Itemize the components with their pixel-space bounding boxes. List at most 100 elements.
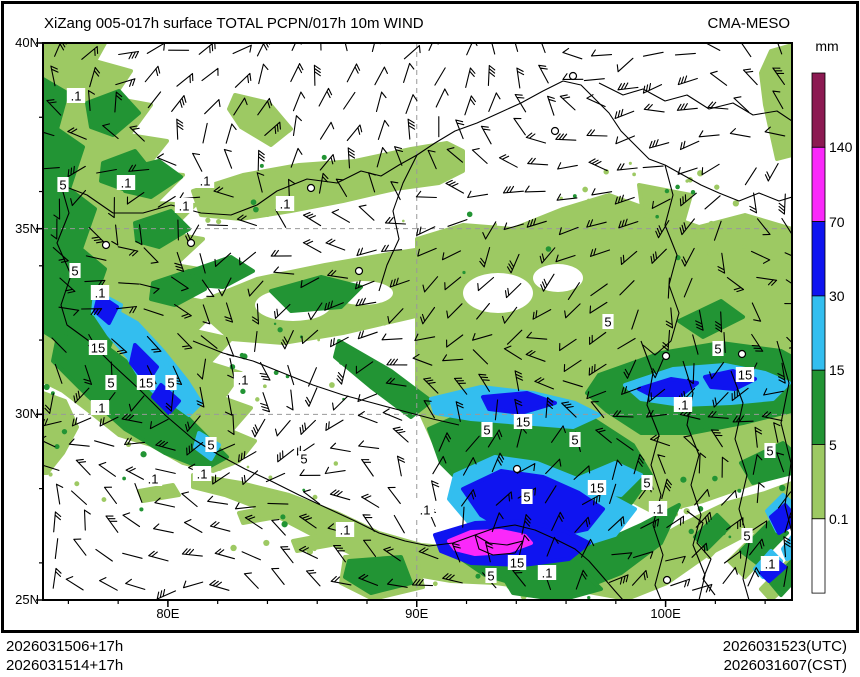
precip-region-dark — [343, 555, 413, 595]
legend-swatch — [811, 295, 826, 371]
contour-label-box — [90, 285, 110, 300]
map-border-line — [640, 340, 664, 600]
footer-init-time-utc: 2026031506+17h — [6, 638, 124, 655]
contour-label-box — [764, 443, 776, 458]
contour-label-box — [174, 198, 194, 213]
precip-speckle — [679, 506, 683, 510]
map-border-line — [60, 80, 792, 216]
contour-label: .1 — [542, 566, 553, 581]
precip-speckle — [732, 200, 739, 207]
legend-label-70: 70 — [829, 213, 845, 230]
precip-speckle — [122, 476, 126, 481]
precip-speckle — [277, 327, 283, 333]
contour-label-box — [569, 432, 581, 447]
calm-wind-circle — [186, 238, 196, 248]
precip-speckle — [675, 184, 680, 190]
precip-speckle — [312, 546, 317, 552]
precip-speckle — [259, 163, 264, 168]
contour-label: 5 — [766, 444, 773, 459]
map-border-line — [474, 534, 524, 556]
precip-speckle — [688, 528, 694, 535]
contour-label: .1 — [200, 174, 211, 189]
legend-swatch — [811, 221, 826, 297]
precip-speckle — [779, 484, 786, 492]
legend-label-0.1: 0.1 — [829, 510, 849, 527]
precip-speckle — [587, 596, 591, 600]
precip-region-dark — [99, 149, 153, 191]
precip-speckle — [230, 544, 237, 552]
contour-label: 15 — [510, 556, 524, 571]
precip-region-dark — [693, 513, 731, 551]
precip-speckle — [240, 388, 246, 395]
precip-speckle — [628, 161, 632, 165]
precip-speckle — [707, 251, 711, 256]
contour-label-box — [57, 177, 69, 192]
contour-label-box — [648, 501, 668, 516]
contour-label: 5 — [167, 376, 174, 391]
calm-wind-circle — [737, 349, 747, 359]
precip-speckle — [475, 243, 481, 249]
y-axis-label-40N: 40N — [15, 35, 39, 50]
axis-ticks — [36, 42, 766, 607]
map-border-line — [686, 510, 716, 596]
contour-label: 15 — [738, 368, 752, 383]
precip-speckle — [61, 428, 68, 435]
contour-label-box — [275, 196, 295, 211]
contour-label: 5 — [487, 569, 494, 584]
legend-label-140: 140 — [829, 139, 853, 156]
legend-colorbar — [811, 72, 826, 594]
x-axis-label-90E: 90E — [405, 606, 429, 621]
precip-speckle — [545, 246, 552, 252]
precip-region-dark — [677, 299, 745, 339]
contour-label-box — [415, 502, 435, 517]
precip-speckle — [281, 521, 288, 528]
precip-region-dark — [269, 275, 363, 313]
contour-label: .1 — [653, 502, 664, 517]
contour-label: .1 — [179, 199, 190, 214]
precip-speckle — [263, 539, 270, 547]
precip-speckle — [737, 488, 742, 493]
contour-label-box — [537, 565, 557, 580]
legend-swatch — [811, 72, 826, 148]
precip-speckle — [302, 488, 306, 492]
contour-label-box — [760, 556, 780, 571]
contour-label: .1 — [340, 523, 351, 538]
contour-label: .1 — [238, 373, 249, 388]
precip-speckle — [680, 234, 685, 239]
y-axis-label-35N: 35N — [15, 220, 39, 236]
contour-label-box — [143, 471, 163, 486]
contour-label: .1 — [95, 286, 106, 301]
precip-speckle — [312, 494, 318, 500]
precip-speckle — [329, 382, 335, 388]
precip-region-dark — [499, 567, 603, 600]
x-axis-label-80E: 80E — [156, 606, 180, 621]
contour-label: .1 — [95, 401, 106, 416]
precip-speckle — [462, 270, 466, 275]
precip-speckle — [293, 518, 296, 521]
precip-speckle — [273, 322, 277, 326]
page-title: XiZang 005-017h surface TOTAL PCPN/017h … — [44, 15, 424, 32]
precip-region-light — [227, 93, 293, 147]
contour-label-box — [602, 314, 614, 329]
map-border-line — [730, 370, 750, 600]
legend-unit-label: mm — [815, 38, 839, 54]
x-axis-label-100E: 100E — [650, 606, 681, 621]
wind-barbs-layer — [43, 43, 792, 600]
y-axis-label-30N: 30N — [15, 406, 39, 422]
contour-label: 5 — [483, 423, 490, 438]
precip-region-blue — [481, 391, 557, 415]
contour-label: 5 — [300, 452, 307, 467]
precip-region-dark — [149, 269, 207, 307]
precip-speckle — [708, 220, 715, 227]
contour-label-box — [481, 422, 493, 437]
precip-speckle — [683, 508, 690, 515]
precip-speckle — [54, 444, 60, 450]
contour-label-box — [485, 568, 497, 583]
contour-label-box — [298, 451, 310, 466]
contour-label-box — [69, 263, 81, 278]
contour-label: .1 — [678, 398, 689, 413]
precip-speckle — [205, 217, 211, 223]
precip-speckle — [317, 338, 321, 342]
